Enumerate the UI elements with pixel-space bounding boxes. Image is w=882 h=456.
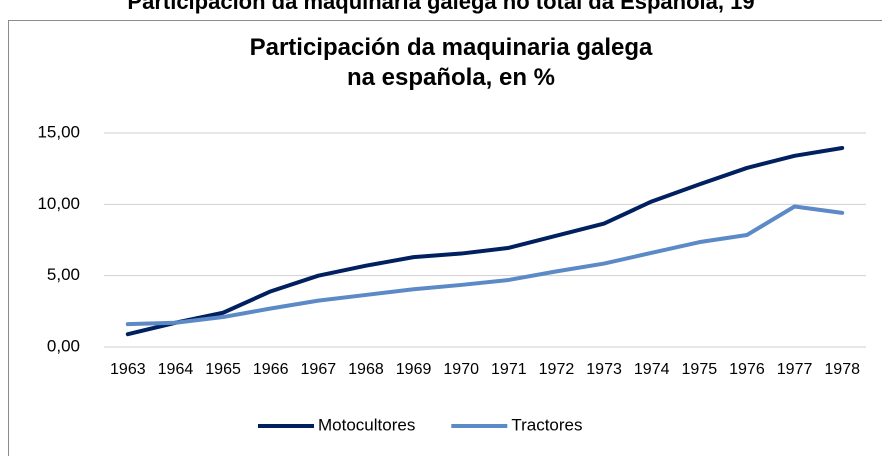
x-tick-label: 1966	[253, 361, 289, 378]
page-header: Participación da maquinaria galega no to…	[127, 0, 755, 14]
y-tick-label: 5,00	[47, 265, 80, 284]
series-line	[125, 204, 845, 327]
legend-label: Motocultores	[318, 415, 415, 434]
x-tick-label: 1968	[348, 361, 384, 378]
chart-title: Participación da maquinaria galega na es…	[249, 34, 653, 91]
x-tick-label: 1975	[682, 361, 718, 378]
x-tick-label: 1974	[634, 361, 670, 378]
x-tick-label: 1964	[158, 361, 194, 378]
x-tick-label: 1970	[443, 361, 479, 378]
x-tick-label: 1967	[301, 361, 337, 378]
x-tick-label: 1973	[586, 361, 622, 378]
x-tick-label: 1971	[491, 361, 527, 378]
chart-frame	[8, 20, 882, 456]
y-tick-label: 15,00	[37, 122, 80, 141]
y-tick-label: 0,00	[47, 336, 80, 355]
x-tick-label: 1965	[205, 361, 241, 378]
y-tick-label: 10,00	[37, 194, 80, 213]
x-tick-label: 1976	[729, 361, 765, 378]
x-tick-label: 1977	[777, 361, 813, 378]
x-tick-label: 1969	[396, 361, 432, 378]
x-tick-label: 1963	[110, 361, 146, 378]
x-tick-label: 1972	[539, 361, 575, 378]
legend-label: Tractores	[511, 415, 582, 434]
series-line	[125, 145, 845, 337]
x-tick-label: 1978	[824, 361, 860, 378]
